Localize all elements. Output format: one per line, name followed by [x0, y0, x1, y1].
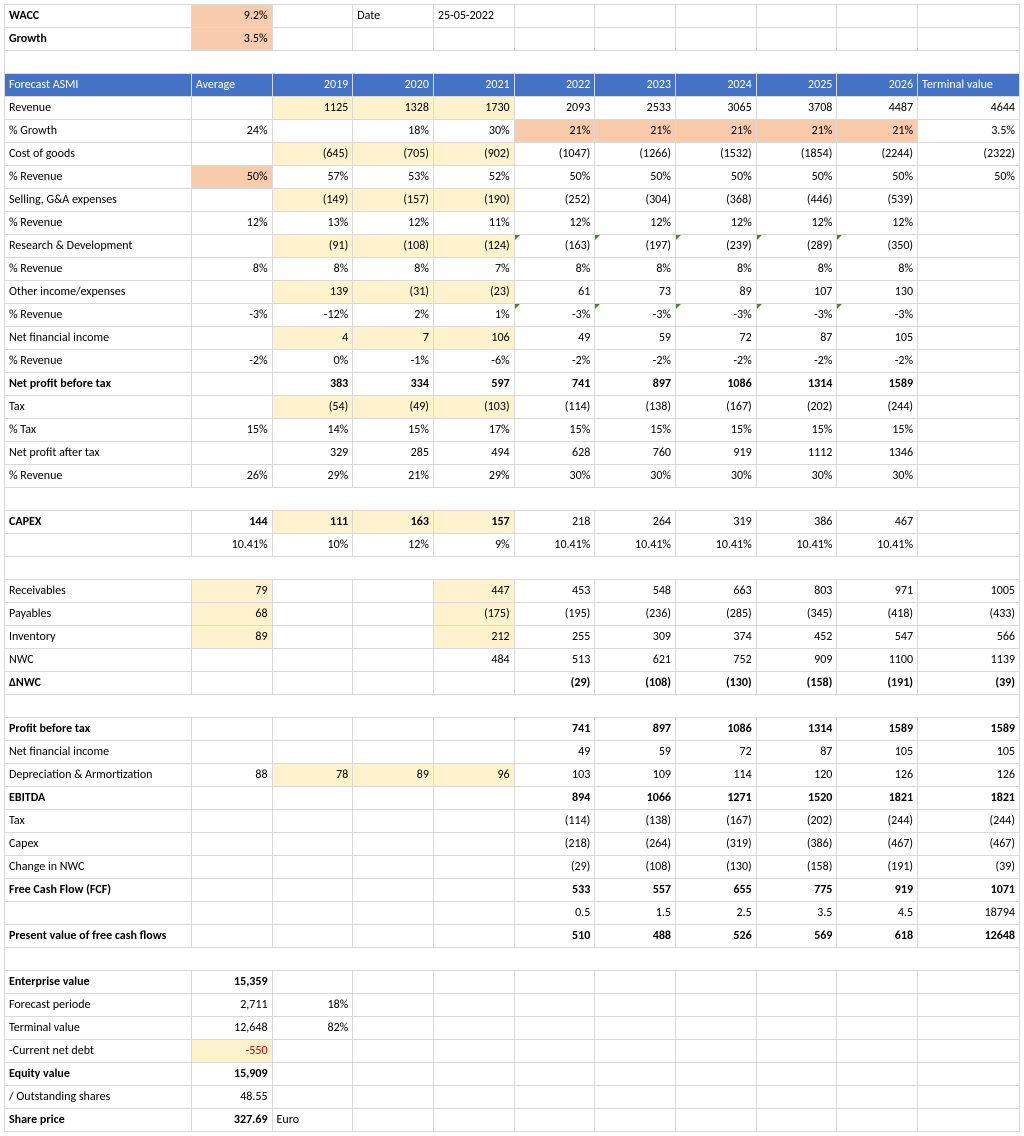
row-revenue: Revenue 112513281730 2093253330653708448… — [5, 97, 1020, 120]
row-tax2: Tax (114)(138)(167)(202)(244)(244) — [5, 810, 1020, 833]
row-ebitda: EBITDA 89410661271152018211821 — [5, 787, 1020, 810]
row-nd: -Current net debt-550 — [5, 1040, 1020, 1063]
row-npat-pct: % Revenue26% 29%21%29% 30%30%30%30%30% — [5, 465, 1020, 488]
row-other-pct: % Revenue-3% -12%2%1% -3%-3%-3%-3%-3% — [5, 304, 1020, 327]
date-label: Date — [353, 5, 434, 28]
wacc-label: WACC — [5, 5, 192, 28]
header-2022: 2022 — [514, 74, 595, 97]
header-avg: Average — [191, 74, 272, 97]
row-sga-pct: % Revenue12% 13%12%11% 12%12%12%12%12% — [5, 212, 1020, 235]
row-rnd: Research & Development (91)(108)(124) (1… — [5, 235, 1020, 258]
row-disc: 0.51.52.53.54.518794 — [5, 902, 1020, 925]
row-inventory: Inventory89 212 255309374452547566 — [5, 626, 1020, 649]
header-2020: 2020 — [353, 74, 434, 97]
header-2026: 2026 — [837, 74, 918, 97]
row-tax: Tax (54)(49)(103) (114)(138)(167)(202)(2… — [5, 396, 1020, 419]
header-2021: 2021 — [433, 74, 514, 97]
row-capex: CAPEX144 111163157 218264319386467 — [5, 511, 1020, 534]
row-growth: % Growth24% 18%30% 21%21%21%21%21%3.5% — [5, 120, 1020, 143]
row-nfi-pct: % Revenue-2% 0%-1%-6% -2%-2%-2%-2%-2% — [5, 350, 1020, 373]
row-fcf: Free Cash Flow (FCF) 5335576557759191071 — [5, 879, 1020, 902]
header-tv: Terminal value — [918, 74, 1020, 97]
growth-value[interactable]: 3.5% — [191, 28, 272, 51]
row-dnwc: ΔNWC (29)(108)(130)(158)(191)(39) — [5, 672, 1020, 695]
row-pbt2: Profit before tax 7418971086131415891589 — [5, 718, 1020, 741]
header-title: Forecast ASMI — [5, 74, 192, 97]
row-npat: Net profit after tax 329285494 628760919… — [5, 442, 1020, 465]
growth-label: Growth — [5, 28, 192, 51]
row-cnwc: Change in NWC (29)(108)(130)(158)(191)(3… — [5, 856, 1020, 879]
row-npbt: Net profit before tax 383334597 74189710… — [5, 373, 1020, 396]
row-pv: Present value of free cash flows 5104885… — [5, 925, 1020, 948]
row-tv2: Terminal value12,648 82% — [5, 1017, 1020, 1040]
header-2025: 2025 — [756, 74, 837, 97]
row-receivables: Receivables79 447 4535486638039711005 — [5, 580, 1020, 603]
row-sga: Selling, G&A expenses (149)(157)(190) (2… — [5, 189, 1020, 212]
dcf-spreadsheet: WACC 9.2% Date 25-05-2022 Growth 3.5% Fo… — [4, 4, 1020, 1132]
row-nwc: NWC 484 51362175290911001139 — [5, 649, 1020, 672]
row-other: Other income/expenses 139(31)(23) 617389… — [5, 281, 1020, 304]
header-2024: 2024 — [675, 74, 756, 97]
row-nfi2: Net financial income 49597287105105 — [5, 741, 1020, 764]
header-2023: 2023 — [595, 74, 676, 97]
row-eq: Equity value15,909 — [5, 1063, 1020, 1086]
row-sh: / Outstanding shares48.55 — [5, 1086, 1020, 1109]
row-fp: Forecast periode2,711 18% — [5, 994, 1020, 1017]
row-payables: Payables68 (175) (195)(236)(285)(345)(41… — [5, 603, 1020, 626]
row-capex2: Capex (218)(264)(319)(386)(467)(467) — [5, 833, 1020, 856]
wacc-value[interactable]: 9.2% — [191, 5, 272, 28]
row-cogs: Cost of goods (645)(705)(902) (1047)(126… — [5, 143, 1020, 166]
date-value: 25-05-2022 — [433, 5, 514, 28]
row-capex-pct: 10.41% 10%12%9% 10.41%10.41%10.41%10.41%… — [5, 534, 1020, 557]
row-rnd-pct: % Revenue8% 8%8%7% 8%8%8%8%8% — [5, 258, 1020, 281]
header-2019: 2019 — [272, 74, 353, 97]
row-ev: Enterprise value15,359 — [5, 971, 1020, 994]
row-sp: Share price327.69 Euro — [5, 1109, 1020, 1132]
row-da: Depreciation & Armortization88 788996 10… — [5, 764, 1020, 787]
row-tax-pct: % Tax15% 14%15%17% 15%15%15%15%15% — [5, 419, 1020, 442]
row-cogs-pct: % Revenue50% 57%53%52% 50%50%50%50%50%50… — [5, 166, 1020, 189]
row-nfi: Net financial income 47106 49597287105 — [5, 327, 1020, 350]
